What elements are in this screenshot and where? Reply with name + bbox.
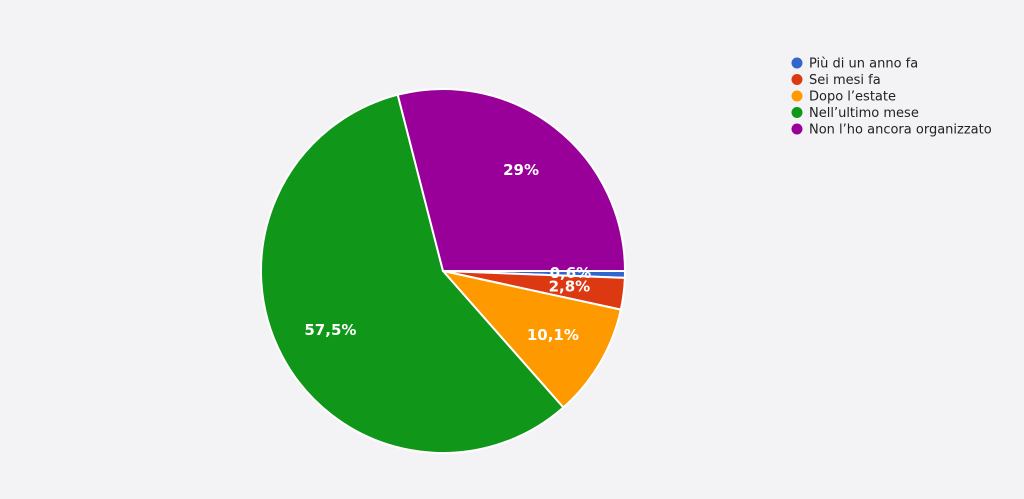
pie-slice: [396, 88, 627, 272]
value-label: 10,1%: [527, 326, 579, 344]
value-label: 57,5%: [304, 321, 356, 339]
value-label: 29%: [503, 161, 539, 179]
pie-slice: [440, 269, 623, 409]
legend-marker: [791, 74, 803, 85]
pie-slice: [260, 93, 565, 454]
legend-marker: [791, 57, 803, 69]
legend-label: Sei mesi fa: [809, 73, 881, 88]
value-label: 0,6%: [550, 264, 592, 282]
legend-label: Nell’ultimo mese: [809, 106, 919, 121]
value-label: 2,8%: [549, 277, 591, 295]
legend-label: Dopo l’estate: [809, 90, 896, 105]
legend-marker: [791, 107, 803, 118]
legend-marker: [791, 123, 803, 135]
legend-marker: [791, 90, 803, 102]
legend-label: Non l’ho ancora organizzato: [809, 123, 992, 138]
legend-label: Più di un anno fa: [809, 57, 918, 72]
